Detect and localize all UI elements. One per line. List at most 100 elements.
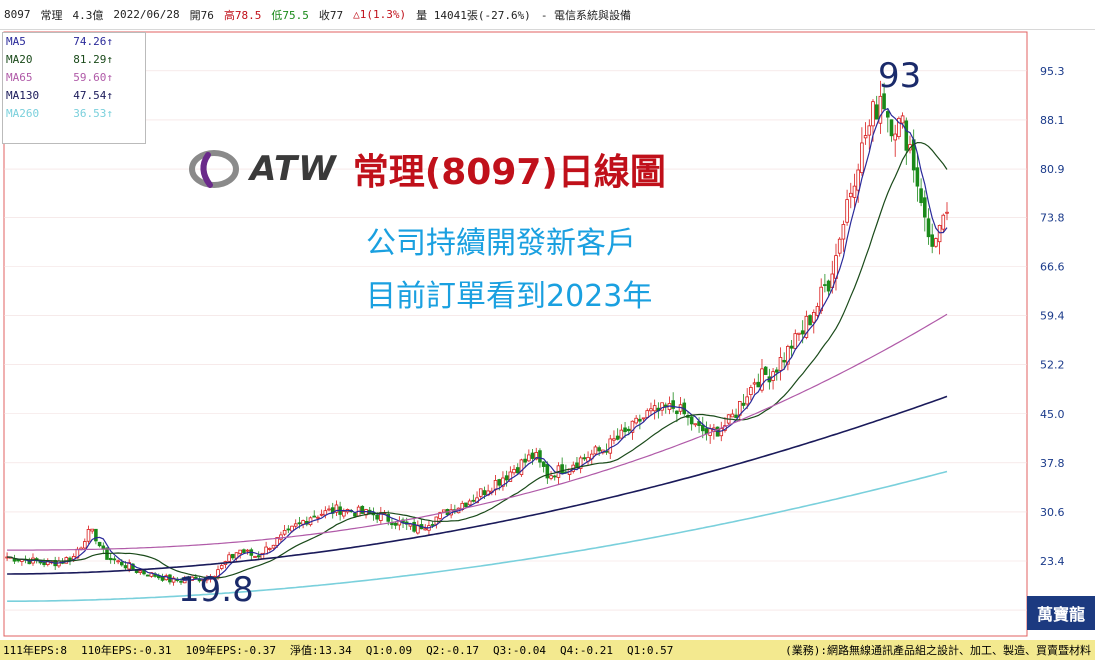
- chart-title: 常理(8097)日線圖: [352, 152, 666, 193]
- y-tick-label: 30.6: [1040, 506, 1065, 519]
- candle-body: [623, 427, 627, 433]
- candle-body: [360, 505, 365, 514]
- candle-body: [774, 369, 779, 373]
- candle-body: [734, 414, 738, 419]
- candle-body: [256, 555, 261, 558]
- quote-header: 8097 常理 4.3億 2022/06/28 開76 高78.5 低75.5 …: [0, 0, 1095, 30]
- stock-code: 8097: [4, 8, 31, 21]
- candle-body: [519, 459, 524, 476]
- ma-value: 59.60↑: [73, 71, 113, 84]
- candle-body: [530, 452, 535, 459]
- candle-body: [386, 514, 391, 522]
- candle-body: [871, 101, 875, 127]
- candle-body: [804, 315, 809, 338]
- candle-body: [120, 561, 124, 566]
- candle-body: [856, 169, 860, 191]
- ma-legend-row: MA5 74.26↑: [3, 33, 145, 51]
- candle-body: [752, 382, 757, 385]
- candle-body: [334, 504, 339, 513]
- candle-body: [789, 345, 794, 349]
- eps-item: 110年EPS:-0.31: [80, 644, 172, 657]
- candle-body: [930, 234, 934, 247]
- candle-body: [745, 396, 749, 405]
- low-price: 低75.5: [271, 8, 309, 22]
- candle-body: [145, 574, 150, 577]
- candle-body: [786, 345, 790, 365]
- candle-body: [231, 553, 235, 559]
- y-tick-label: 88.1: [1040, 114, 1065, 127]
- candle-body: [560, 464, 564, 474]
- candle-body: [534, 452, 539, 460]
- candle-body: [552, 475, 557, 478]
- candle-body: [527, 454, 531, 462]
- candle-body: [353, 512, 357, 517]
- quarter-eps: Q1:0.09: [365, 643, 413, 657]
- ma-name: MA260: [6, 107, 40, 120]
- candle-body: [652, 405, 657, 412]
- company-logo: ATW 常理(8097)日線圖: [188, 144, 666, 194]
- candle-body: [171, 577, 176, 583]
- candle-body: [860, 142, 864, 174]
- candle-body: [841, 224, 846, 240]
- candle-body: [634, 417, 638, 424]
- candle-body: [671, 400, 675, 409]
- candle-body: [242, 549, 246, 553]
- x-axis-strip: [0, 660, 1095, 672]
- candle-body: [508, 471, 513, 482]
- candle-body: [541, 461, 546, 467]
- candle-body: [227, 554, 231, 562]
- y-tick-label: 37.8: [1040, 457, 1065, 470]
- candle-body: [219, 565, 224, 569]
- candle-body: [86, 529, 91, 542]
- candle-body: [97, 541, 102, 547]
- candle-body: [342, 511, 346, 517]
- candle-body: [612, 438, 616, 441]
- candle-body: [649, 408, 653, 412]
- low-annotation: 19.8: [178, 570, 254, 610]
- candle-body: [297, 522, 302, 525]
- candle-body: [515, 467, 520, 474]
- close-price: 收77: [318, 8, 344, 22]
- ma-line-ma130: [7, 395, 948, 575]
- candle-body: [863, 135, 868, 139]
- subtitle-line-2: 目前訂單看到2023年: [366, 279, 653, 314]
- candle-body: [823, 284, 827, 286]
- candle-body: [889, 119, 894, 137]
- candle-body: [279, 534, 283, 540]
- industry: - 電信系統與設備: [540, 8, 632, 22]
- candle-body: [319, 513, 324, 516]
- candle-body: [630, 420, 635, 433]
- candle-body: [190, 576, 194, 581]
- candle-body: [493, 480, 498, 491]
- candle-body: [808, 315, 812, 326]
- stock-name: 常理: [40, 8, 63, 22]
- y-tick-label: 66.6: [1040, 261, 1065, 274]
- candle-body: [763, 366, 768, 375]
- candle-body: [675, 410, 679, 415]
- candle-body: [915, 167, 920, 187]
- quote-date: 2022/06/28: [113, 8, 180, 21]
- ma-name: MA130: [6, 89, 40, 102]
- candle-body: [797, 332, 801, 335]
- candle-body: [619, 429, 624, 439]
- candle-body: [471, 499, 476, 502]
- candle-body: [423, 528, 428, 531]
- candle-body: [641, 417, 646, 420]
- candle-body: [160, 576, 165, 581]
- candle-body: [375, 514, 379, 520]
- candle-body: [826, 280, 831, 292]
- candle-body: [852, 185, 857, 198]
- y-tick-label: 52.2: [1040, 359, 1065, 372]
- candle-body: [545, 464, 550, 479]
- candle-body: [878, 95, 883, 124]
- candle-body: [578, 457, 583, 469]
- candle-body: [549, 475, 553, 479]
- candle-body: [793, 333, 798, 349]
- candle-body: [179, 580, 183, 583]
- stock-capital: 4.3億: [72, 8, 104, 22]
- candle-body: [286, 528, 291, 531]
- candle-body: [608, 438, 613, 454]
- volume: 量 14041張(-27.6%): [416, 8, 531, 22]
- candle-body: [438, 512, 442, 519]
